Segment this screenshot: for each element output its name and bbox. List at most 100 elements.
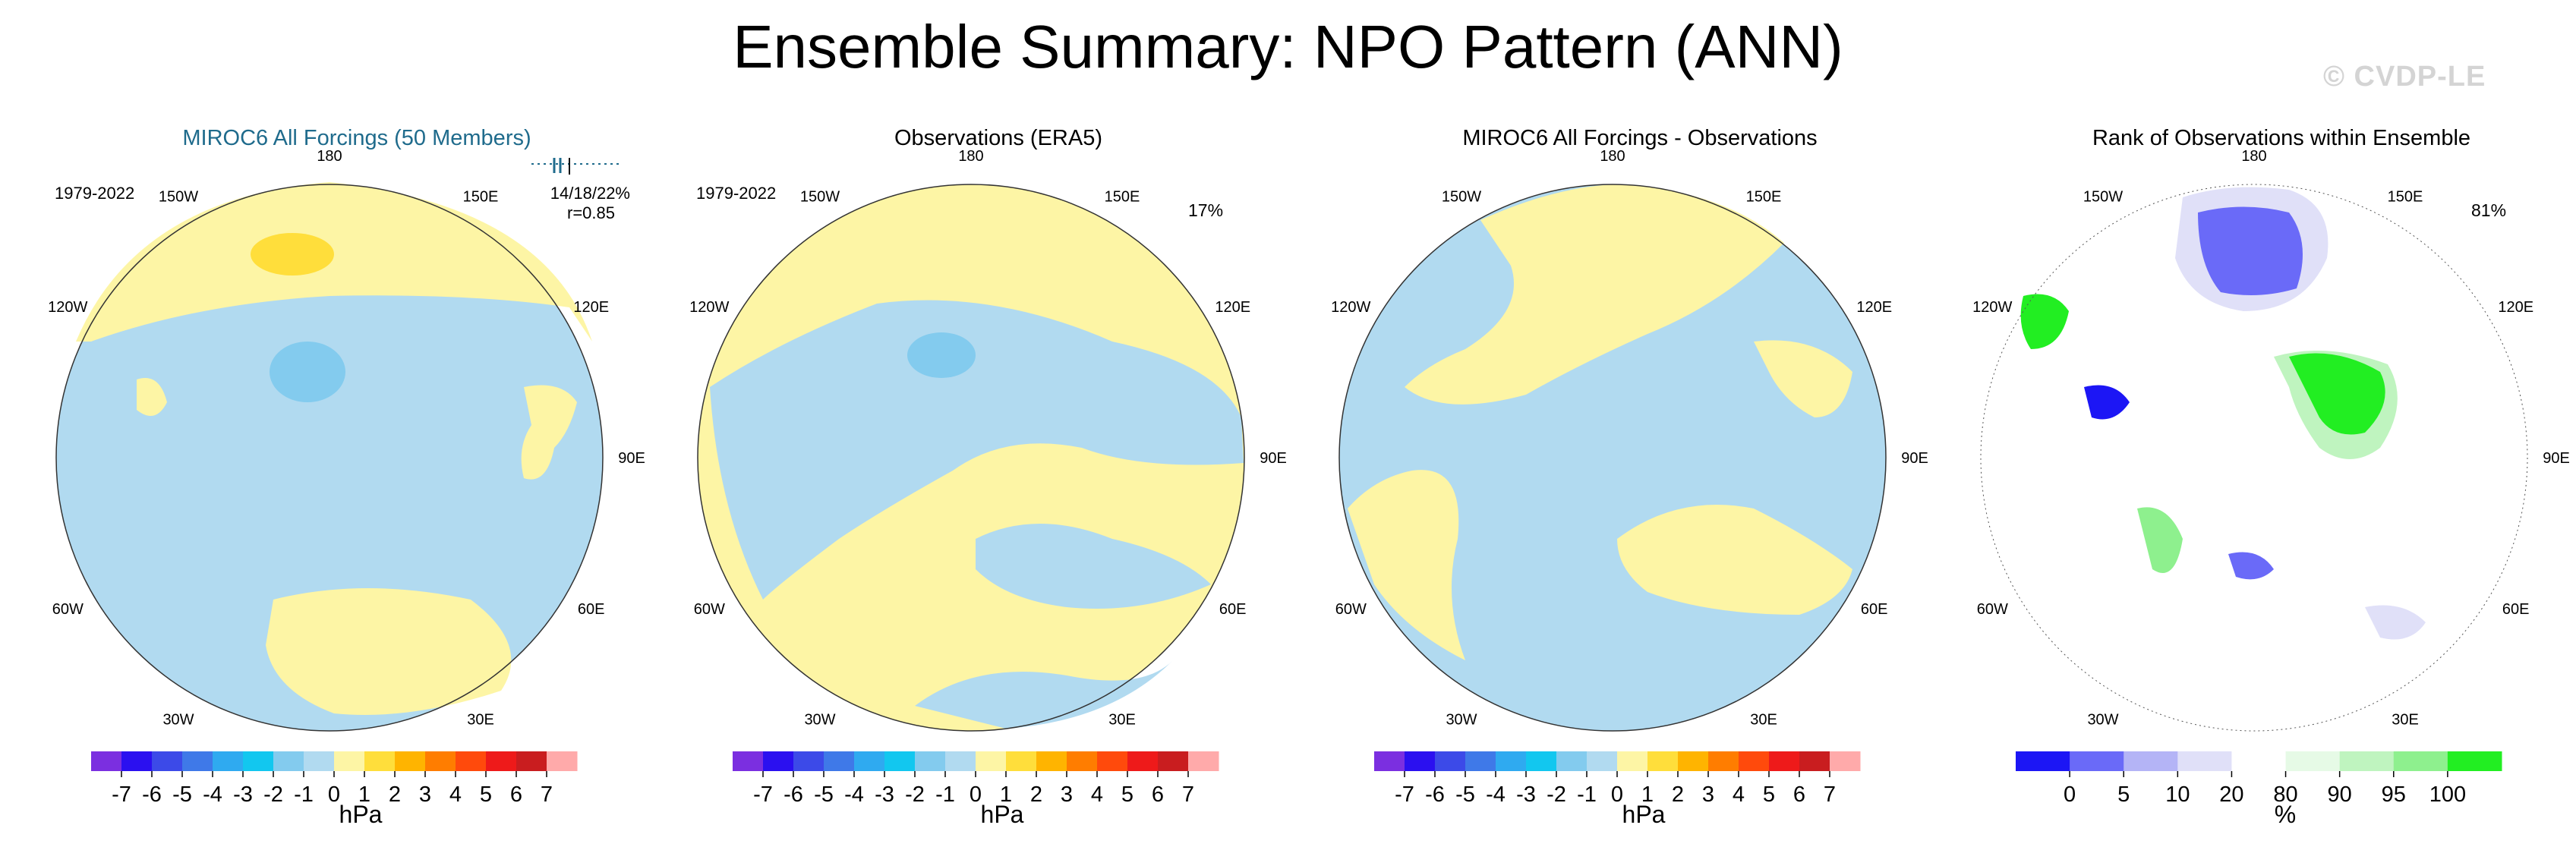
colorbar-swatch-15 xyxy=(1830,751,1861,771)
lon-label-180: 180 xyxy=(1600,148,1625,165)
colorbar-tick-label: 0 xyxy=(1611,782,1623,807)
panel-observations: Observations (ERA5) 180 150E 120E 90E 60E 30E… xyxy=(687,114,1310,842)
colorbar-hpa: -7 -6 -5 -4 -3 -2 -1 0 1 2 3 4 5 6 7 hPa xyxy=(1374,751,1861,828)
colorbar-tick-label: 80 xyxy=(2273,782,2297,807)
colorbar-swatch-0 xyxy=(2016,751,2070,771)
lon-label-30w: 30W xyxy=(804,712,835,729)
colorbar-swatch-2 xyxy=(152,751,183,771)
negative-anomaly-band xyxy=(710,300,1244,600)
lon-label-120e: 120E xyxy=(2498,299,2533,316)
colorbar-tick-label: -2 xyxy=(263,782,283,807)
colorbar-tick-label: -6 xyxy=(784,782,803,807)
negative-anomaly-core xyxy=(270,342,345,402)
colorbar-swatch-12 xyxy=(456,751,487,771)
colorbar-swatch-13 xyxy=(1127,751,1159,771)
polar-map: 180150E120E90E60E30E030W60W90W120W150W xyxy=(689,148,1287,732)
rank-high-core xyxy=(2289,353,2385,435)
colorbar-swatch-7 xyxy=(945,751,976,771)
colorbar-tick-label: 7 xyxy=(1824,782,1836,807)
lon-label-90e: 90E xyxy=(1901,450,1928,467)
colorbar-tick-label: 1 xyxy=(358,782,370,807)
lon-label-90e: 90E xyxy=(618,450,645,467)
positive-anomaly-east xyxy=(521,385,577,480)
colorbar-tick-label: -5 xyxy=(172,782,192,807)
lon-label-120w: 120W xyxy=(1972,299,2012,316)
positive-anomaly-east xyxy=(1754,340,1852,417)
map-background xyxy=(1981,184,2527,731)
colorbar-swatch-11 xyxy=(1708,751,1739,771)
colorbar-tick-label: -3 xyxy=(233,782,253,807)
colorbar-swatch-1 xyxy=(121,751,153,771)
panel-title: MIROC6 All Forcings - Observations xyxy=(1462,126,1818,150)
colorbar-swatch-0 xyxy=(733,751,764,771)
colorbar-swatch-5 xyxy=(243,751,274,771)
colorbar-tick-label: 0 xyxy=(970,782,982,807)
lon-label-120e: 120E xyxy=(573,299,609,316)
rank-low-0-5 xyxy=(2198,206,2303,295)
colorbar-swatch-15 xyxy=(547,751,578,771)
colorbar-swatch-8 xyxy=(2447,751,2502,771)
lon-label-150w: 150W xyxy=(2083,188,2123,205)
colorbar-swatch-5 xyxy=(2285,751,2341,771)
colorbar-tick-label: 20 xyxy=(2219,782,2243,807)
positive-anomaly-north xyxy=(1405,184,1784,405)
colorbar-swatch-14 xyxy=(1799,751,1830,771)
map-boundary xyxy=(697,184,1245,732)
colorbar-tick-label: -7 xyxy=(112,782,131,807)
colorbar-swatch-10 xyxy=(1678,751,1709,771)
colorbar-tick-label: -4 xyxy=(203,782,222,807)
lon-label-180: 180 xyxy=(2241,148,2266,165)
colorbar-unit: hPa xyxy=(1622,801,1666,828)
colorbar-tick-label: -2 xyxy=(1547,782,1566,807)
colorbar-tick-label: -6 xyxy=(142,782,162,807)
colorbar-swatch-7 xyxy=(304,751,335,771)
colorbar-swatch-2 xyxy=(2124,751,2178,771)
lon-label-60e: 60E xyxy=(2502,601,2530,618)
colorbar-swatch-12 xyxy=(1097,751,1128,771)
colorbar-swatch-14 xyxy=(1158,751,1189,771)
lon-label-30e: 30E xyxy=(1108,712,1136,729)
map-boundary xyxy=(55,184,604,732)
lon-label-120w: 120W xyxy=(1331,299,1370,316)
colorbar-swatch-12 xyxy=(1739,751,1770,771)
colorbar-swatch-3 xyxy=(182,751,213,771)
colorbar-swatch-3 xyxy=(2177,751,2232,771)
colorbar-swatch-13 xyxy=(1769,751,1800,771)
colorbar-hpa: -7 -6 -5 -4 -3 -2 -1 0 1 2 3 4 5 6 7 hPa xyxy=(733,751,1219,828)
positive-anomaly-north xyxy=(76,182,592,342)
colorbar-tick-label: -4 xyxy=(844,782,864,807)
colorbar-tick-label: 2 xyxy=(1030,782,1042,807)
colorbar-swatch-7 xyxy=(1587,751,1618,771)
colorbar-swatch-11 xyxy=(1067,751,1098,771)
colorbar-swatch-1 xyxy=(2070,751,2124,771)
lon-label-30e: 30E xyxy=(1750,712,1777,729)
colorbar-swatch-1 xyxy=(763,751,794,771)
lon-label-60e: 60E xyxy=(1861,601,1888,618)
longitude-labels: 180150E120E90E60E30E030W60W90W120W150W xyxy=(1331,148,1928,729)
colorbar-tick-label: -7 xyxy=(1395,782,1414,807)
panel-title: MIROC6 All Forcings (50 Members) xyxy=(182,126,531,150)
ensemble-spread-bar xyxy=(531,155,630,175)
colorbar-swatch-2 xyxy=(793,751,825,771)
lon-label-150e: 150E xyxy=(1746,188,1782,205)
colorbar-tick-label: 5 xyxy=(1121,782,1134,807)
lon-label-30w: 30W xyxy=(2087,712,2118,729)
colorbar-tick-label: 10 xyxy=(2165,782,2190,807)
colorbar-swatch-2 xyxy=(1435,751,1466,771)
lon-label-60e: 60E xyxy=(1219,601,1247,618)
lon-label-150w: 150W xyxy=(1442,188,1481,205)
colorbar-tick-label: 5 xyxy=(1763,782,1775,807)
colorbar-tick-label: 3 xyxy=(1702,782,1714,807)
colorbar-swatch-4 xyxy=(2231,751,2287,771)
lon-label-30e: 30E xyxy=(467,712,494,729)
colorbar-hpa: -7 -6 -5 -4 -3 -2 -1 0 1 2 3 4 5 6 7 hPa xyxy=(91,751,578,828)
colorbar-tick-label: -1 xyxy=(1577,782,1597,807)
polar-map: 180150E120E90E60E30E030W60W90W120W150W xyxy=(1972,148,2570,732)
longitude-labels: 180150E120E90E60E30E030W60W90W120W150W xyxy=(48,148,645,729)
rank-high-south xyxy=(2137,507,2183,573)
colorbar-tick-label: 5 xyxy=(480,782,492,807)
colorbar-swatch-0 xyxy=(1374,751,1405,771)
rank-low-core xyxy=(2084,385,2130,420)
lon-label-30w: 30W xyxy=(162,712,194,729)
colorbar-tick-label: -5 xyxy=(814,782,834,807)
